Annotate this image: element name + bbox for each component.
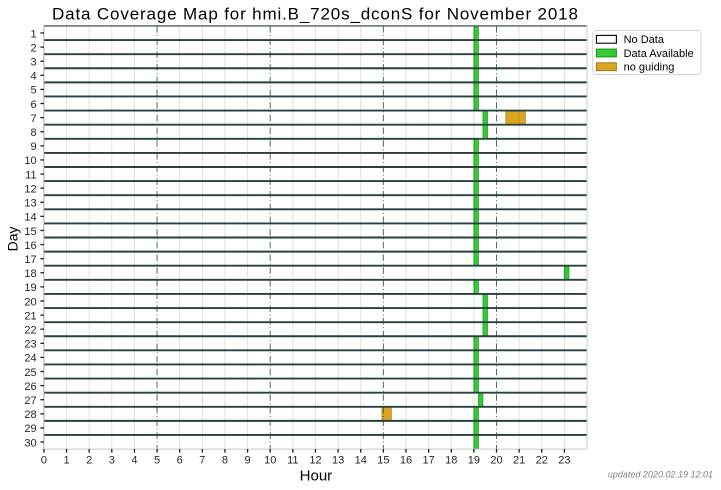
svg-text:22: 22 — [24, 324, 36, 336]
svg-text:10: 10 — [24, 155, 36, 167]
svg-text:No Data: No Data — [624, 34, 665, 46]
svg-text:8: 8 — [30, 127, 36, 139]
svg-text:24: 24 — [24, 353, 36, 365]
svg-text:8: 8 — [222, 455, 228, 467]
svg-text:29: 29 — [24, 423, 36, 435]
svg-text:15: 15 — [24, 226, 36, 238]
svg-text:1: 1 — [30, 28, 36, 40]
svg-text:21: 21 — [513, 455, 525, 467]
svg-text:Data Coverage Map for hmi.B_72: Data Coverage Map for hmi.B_720s_dconS f… — [52, 5, 579, 24]
svg-text:Hour: Hour — [300, 468, 333, 485]
svg-text:6: 6 — [30, 99, 36, 111]
svg-text:9: 9 — [245, 455, 251, 467]
svg-text:4: 4 — [131, 455, 137, 467]
svg-text:20: 20 — [490, 455, 502, 467]
svg-text:12: 12 — [24, 183, 36, 195]
svg-text:10: 10 — [264, 455, 276, 467]
svg-text:15: 15 — [377, 455, 389, 467]
svg-text:23: 23 — [558, 455, 570, 467]
svg-text:12: 12 — [309, 455, 321, 467]
svg-text:22: 22 — [536, 455, 548, 467]
svg-text:3: 3 — [109, 455, 115, 467]
svg-text:17: 17 — [423, 455, 435, 467]
svg-text:7: 7 — [199, 455, 205, 467]
svg-text:5: 5 — [154, 455, 160, 467]
svg-text:Day: Day — [5, 226, 21, 251]
svg-text:17: 17 — [24, 254, 36, 266]
svg-text:20: 20 — [24, 296, 36, 308]
svg-text:3: 3 — [30, 57, 36, 69]
svg-text:6: 6 — [177, 455, 183, 467]
svg-text:28: 28 — [24, 409, 36, 421]
svg-text:2: 2 — [86, 455, 92, 467]
svg-text:26: 26 — [24, 381, 36, 393]
svg-text:16: 16 — [24, 240, 36, 252]
svg-text:13: 13 — [332, 455, 344, 467]
svg-text:0: 0 — [41, 455, 47, 467]
svg-text:5: 5 — [30, 85, 36, 97]
svg-text:7: 7 — [30, 113, 36, 125]
svg-text:2: 2 — [30, 42, 36, 54]
svg-text:11: 11 — [25, 169, 36, 181]
svg-text:25: 25 — [24, 367, 36, 379]
svg-text:11: 11 — [287, 455, 298, 467]
svg-text:16: 16 — [400, 455, 412, 467]
svg-text:updated 2020.02.19 12:01: updated 2020.02.19 12:01 — [608, 470, 713, 480]
svg-text:27: 27 — [24, 395, 36, 407]
svg-text:19: 19 — [468, 455, 480, 467]
svg-text:13: 13 — [24, 198, 36, 210]
svg-text:no guiding: no guiding — [624, 62, 675, 74]
svg-text:21: 21 — [24, 310, 36, 322]
svg-text:19: 19 — [24, 282, 36, 294]
svg-text:9: 9 — [30, 141, 36, 153]
svg-text:14: 14 — [355, 455, 367, 467]
svg-text:23: 23 — [24, 339, 36, 351]
svg-text:18: 18 — [24, 268, 36, 280]
svg-text:18: 18 — [445, 455, 457, 467]
svg-text:4: 4 — [30, 71, 36, 83]
svg-text:Data Available: Data Available — [624, 48, 694, 60]
svg-text:14: 14 — [24, 212, 36, 224]
svg-text:30: 30 — [24, 437, 36, 449]
svg-text:1: 1 — [63, 455, 69, 467]
